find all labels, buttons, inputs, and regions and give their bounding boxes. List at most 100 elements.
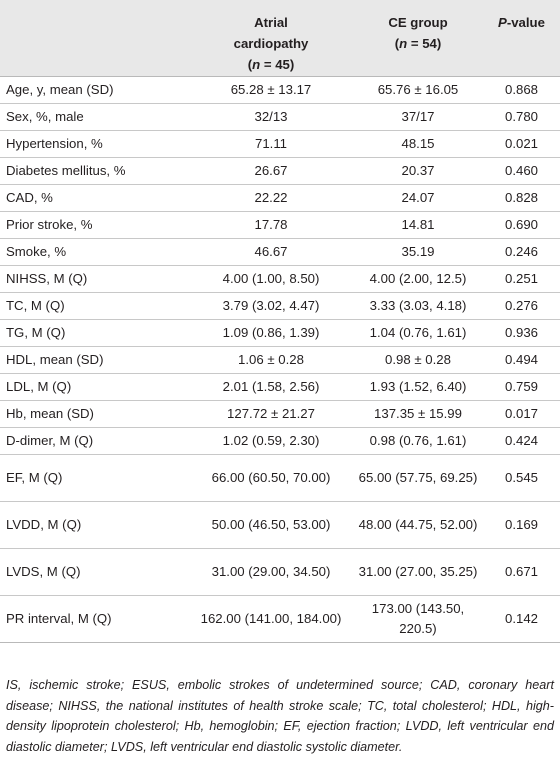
cell-atrial: 66.00 (60.50, 70.00) — [189, 454, 353, 502]
cell-atrial: 50.00 (46.50, 53.00) — [189, 501, 353, 549]
cell-p-value: 0.545 — [483, 454, 560, 502]
cell-ce: 65.76 ± 16.05 — [353, 76, 483, 104]
cell-p-value: 0.828 — [483, 184, 560, 212]
cell-ce: 0.98 ± 0.28 — [353, 346, 483, 374]
cell-atrial: 31.00 (29.00, 34.50) — [189, 548, 353, 596]
cell-p-value: 0.671 — [483, 548, 560, 596]
table-row: LVDD, M (Q) 50.00 (46.50, 53.00) 48.00 (44… — [0, 501, 560, 549]
header-atrial-cardiopathy: Atrial cardiopathy (n = 45) — [189, 0, 353, 77]
cell-ce: 65.00 (57.75, 69.25) — [353, 454, 483, 502]
cell-ce: 0.98 (0.76, 1.61) — [353, 427, 483, 455]
cell-atrial: 1.02 (0.59, 2.30) — [189, 427, 353, 455]
row-label: Hypertension, % — [0, 130, 189, 158]
table-row: TC, M (Q) 3.79 (3.02, 4.47) 3.33 (3.03, 4.… — [0, 292, 560, 320]
header-variable — [0, 0, 189, 77]
row-label: TC, M (Q) — [0, 292, 189, 320]
table-header: Atrial cardiopathy (n = 45) CE group (n … — [0, 0, 560, 77]
header-ce-n: (n = 54) — [394, 36, 442, 51]
table-row: Hypertension, % 71.11 48.15 0.021 — [0, 130, 560, 158]
row-label: Age, y, mean (SD) — [0, 76, 189, 104]
table-row: NIHSS, M (Q) 4.00 (1.00, 8.50) 4.00 (2.00,… — [0, 265, 560, 293]
cell-atrial: 32/13 — [189, 103, 353, 131]
header-p-letter: P — [498, 15, 507, 30]
table-row: Prior stroke, % 17.78 14.81 0.690 — [0, 211, 560, 239]
cell-p-value: 0.246 — [483, 238, 560, 266]
cell-ce: 35.19 — [353, 238, 483, 266]
row-label: D-dimer, M (Q) — [0, 427, 189, 455]
table-row: PR interval, M (Q) 162.00 (141.00, 184.00… — [0, 595, 560, 643]
cell-ce: 31.00 (27.00, 35.25) — [353, 548, 483, 596]
cell-atrial: 46.67 — [189, 238, 353, 266]
cell-p-value: 0.936 — [483, 319, 560, 347]
cell-atrial: 65.28 ± 13.17 — [189, 76, 353, 104]
row-label: PR interval, M (Q) — [0, 595, 189, 643]
cell-ce: 1.04 (0.76, 1.61) — [353, 319, 483, 347]
cell-p-value: 0.251 — [483, 265, 560, 293]
header-p-suffix: -value — [506, 15, 545, 30]
cell-ce: 37/17 — [353, 103, 483, 131]
table-row: TG, M (Q) 1.09 (0.86, 1.39) 1.04 (0.76, 1.… — [0, 319, 560, 347]
header-atrial-line2: cardiopathy — [233, 36, 309, 51]
cell-p-value: 0.460 — [483, 157, 560, 185]
table-row: LDL, M (Q) 2.01 (1.58, 2.56) 1.93 (1.52, 6… — [0, 373, 560, 401]
cell-ce: 137.35 ± 15.99 — [353, 400, 483, 428]
cell-p-value: 0.142 — [483, 595, 560, 643]
cell-p-value: 0.494 — [483, 346, 560, 374]
cell-p-value: 0.424 — [483, 427, 560, 455]
cell-ce: 1.93 (1.52, 6.40) — [353, 373, 483, 401]
cell-ce: 48.15 — [353, 130, 483, 158]
baseline-characteristics-table: Atrial cardiopathy (n = 45) CE group (n … — [0, 0, 560, 643]
cell-p-value: 0.759 — [483, 373, 560, 401]
cell-atrial: 127.72 ± 21.27 — [189, 400, 353, 428]
row-label: TG, M (Q) — [0, 319, 189, 347]
cell-atrial: 2.01 (1.58, 2.56) — [189, 373, 353, 401]
header-atrial-line1: Atrial — [254, 15, 288, 30]
cell-ce: 48.00 (44.75, 52.00) — [353, 501, 483, 549]
header-p-value: P-value — [483, 0, 560, 77]
cell-ce: 3.33 (3.03, 4.18) — [353, 292, 483, 320]
table-row: Diabetes mellitus, % 26.67 20.37 0.460 — [0, 157, 560, 185]
cell-ce: 24.07 — [353, 184, 483, 212]
table-footnote: IS, ischemic stroke; ESUS, embolic strok… — [6, 678, 554, 754]
cell-p-value: 0.017 — [483, 400, 560, 428]
table-row: Age, y, mean (SD) 65.28 ± 13.17 65.76 ± 16… — [0, 76, 560, 104]
table-row: CAD, % 22.22 24.07 0.828 — [0, 184, 560, 212]
cell-atrial: 17.78 — [189, 211, 353, 239]
row-label: Diabetes mellitus, % — [0, 157, 189, 185]
cell-atrial: 1.06 ± 0.28 — [189, 346, 353, 374]
cell-p-value: 0.169 — [483, 501, 560, 549]
cell-p-value: 0.021 — [483, 130, 560, 158]
table-row: Smoke, % 46.67 35.19 0.246 — [0, 238, 560, 266]
row-label: NIHSS, M (Q) — [0, 265, 189, 293]
header-ce-group: CE group (n = 54) — [353, 0, 483, 77]
cell-ce: 20.37 — [353, 157, 483, 185]
row-label: Smoke, % — [0, 238, 189, 266]
cell-p-value: 0.780 — [483, 103, 560, 131]
cell-p-value: 0.276 — [483, 292, 560, 320]
row-label: CAD, % — [0, 184, 189, 212]
row-label: LVDS, M (Q) — [0, 548, 189, 596]
row-label: Hb, mean (SD) — [0, 400, 189, 428]
cell-atrial: 4.00 (1.00, 8.50) — [189, 265, 353, 293]
table-row: Hb, mean (SD) 127.72 ± 21.27 137.35 ± 15.9… — [0, 400, 560, 428]
header-row: Atrial cardiopathy (n = 45) CE group (n … — [0, 0, 560, 77]
cell-ce: 4.00 (2.00, 12.5) — [353, 265, 483, 293]
row-label: LVDD, M (Q) — [0, 501, 189, 549]
table-body: Age, y, mean (SD) 65.28 ± 13.17 65.76 ± 16… — [0, 76, 560, 643]
cell-atrial: 26.67 — [189, 157, 353, 185]
table-row: EF, M (Q) 66.00 (60.50, 70.00) 65.00 (57.7… — [0, 454, 560, 502]
table-row: D-dimer, M (Q) 1.02 (0.59, 2.30) 0.98 (0.7… — [0, 427, 560, 455]
cell-atrial: 162.00 (141.00, 184.00) — [189, 595, 353, 643]
table-row: HDL, mean (SD) 1.06 ± 0.28 0.98 ± 0.28 0.49… — [0, 346, 560, 374]
row-label: Sex, %, male — [0, 103, 189, 131]
cell-atrial: 3.79 (3.02, 4.47) — [189, 292, 353, 320]
row-label: Prior stroke, % — [0, 211, 189, 239]
cell-atrial: 71.11 — [189, 130, 353, 158]
header-atrial-n: (n = 45) — [247, 57, 295, 72]
table-row: LVDS, M (Q) 31.00 (29.00, 34.50) 31.00 (27… — [0, 548, 560, 596]
table-row: Sex, %, male 32/13 37/17 0.780 — [0, 103, 560, 131]
cell-ce: 14.81 — [353, 211, 483, 239]
cell-p-value: 0.868 — [483, 76, 560, 104]
cell-atrial: 1.09 (0.86, 1.39) — [189, 319, 353, 347]
